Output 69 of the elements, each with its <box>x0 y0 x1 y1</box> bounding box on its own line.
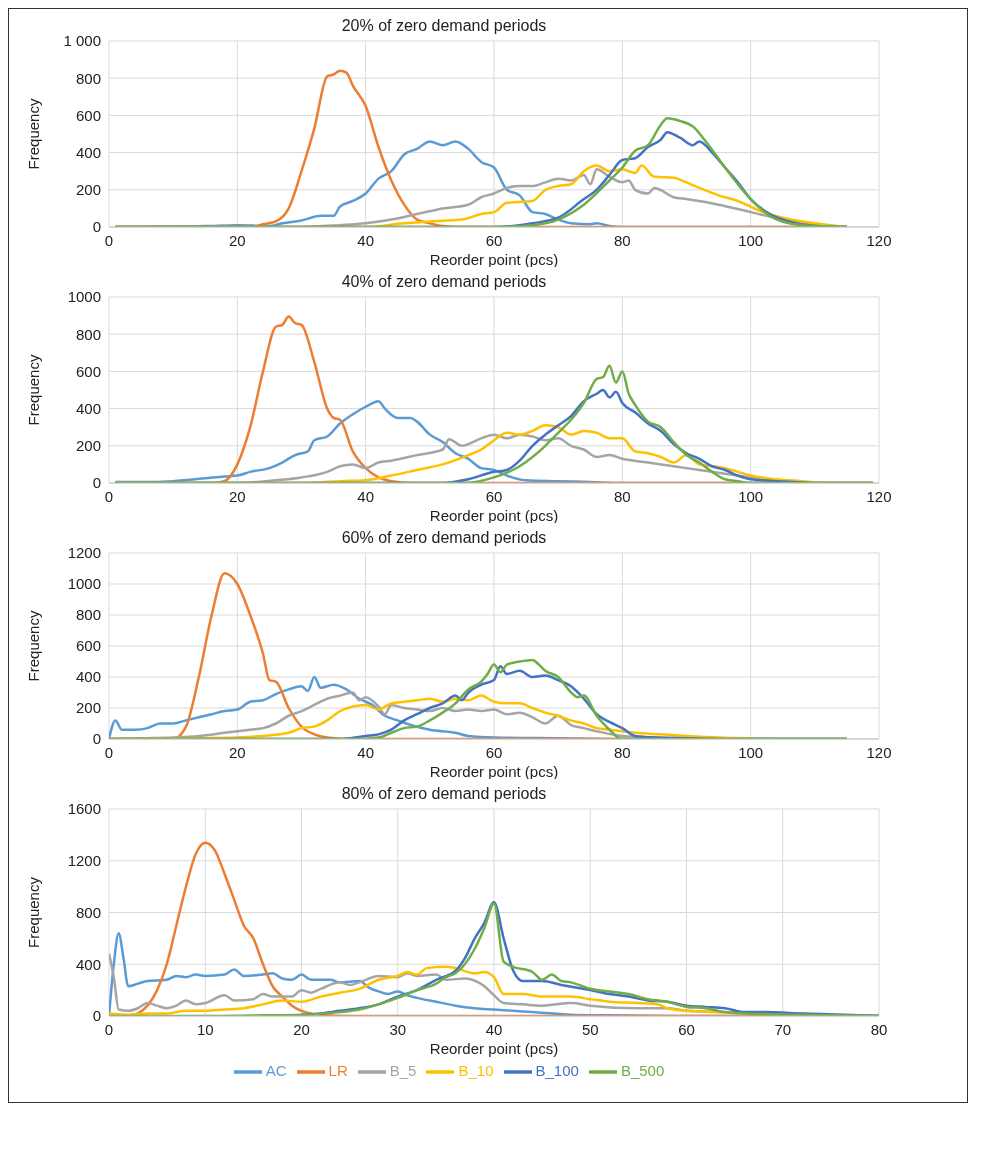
legend-label: B_500 <box>620 1061 665 1079</box>
y-tick-label: 1200 <box>67 852 101 870</box>
y-tick-label: 0 <box>92 218 101 236</box>
x-tick-label: 0 <box>104 487 114 505</box>
x-tick-label: 40 <box>357 487 375 505</box>
y-axis-title: Frequency <box>25 610 43 682</box>
x-tick-label: 40 <box>357 231 375 249</box>
x-tick-label: 100 <box>738 487 764 505</box>
x-tick-label: 80 <box>613 743 631 761</box>
y-tick-label: 200 <box>75 699 101 717</box>
legend-label: LR <box>328 1061 348 1079</box>
y-tick-label: 200 <box>75 437 101 455</box>
y-tick-label: 400 <box>75 143 101 161</box>
x-tick-label: 20 <box>228 231 246 249</box>
legend-label: B_5 <box>389 1061 417 1079</box>
y-tick-label: 600 <box>75 106 101 124</box>
x-tick-label: 20 <box>293 1020 310 1038</box>
y-axis-title: Frequency <box>25 876 43 948</box>
x-tick-label: 0 <box>104 743 114 761</box>
y-tick-label: 400 <box>75 399 101 417</box>
y-tick-label: 800 <box>75 903 101 921</box>
x-tick-label: 120 <box>866 231 892 249</box>
x-tick-label: 60 <box>485 231 503 249</box>
y-tick-label: 1200 <box>67 544 101 562</box>
y-tick-label: 400 <box>75 955 101 973</box>
chart-title: 60% of zero demand periods <box>341 529 547 546</box>
x-tick-label: 0 <box>104 231 114 249</box>
x-tick-label: 60 <box>485 743 503 761</box>
y-tick-label: 1000 <box>67 575 101 593</box>
x-tick-label: 120 <box>866 487 892 505</box>
y-tick-label: 0 <box>92 730 101 748</box>
x-tick-label: 60 <box>678 1020 695 1038</box>
x-tick-label: 120 <box>866 743 892 761</box>
x-tick-label: 100 <box>738 743 764 761</box>
legend-label: AC <box>265 1061 287 1079</box>
y-tick-label: 800 <box>75 325 101 343</box>
y-axis-title: Frequency <box>25 98 43 170</box>
x-axis-title: Reorder point (pcs) <box>429 1040 559 1057</box>
chart-title: 40% of zero demand periods <box>341 273 547 290</box>
x-tick-label: 0 <box>104 1020 114 1038</box>
x-tick-label: 10 <box>196 1020 214 1038</box>
x-tick-label: 100 <box>738 231 764 249</box>
y-tick-label: 1 000 <box>63 32 101 50</box>
y-tick-label: 0 <box>92 474 101 492</box>
chart-title: 80% of zero demand periods <box>341 785 547 802</box>
x-tick-label: 20 <box>228 743 246 761</box>
x-tick-label: 50 <box>581 1020 599 1038</box>
y-tick-label: 0 <box>92 1007 101 1025</box>
x-tick-label: 60 <box>485 487 503 505</box>
x-tick-label: 80 <box>613 487 631 505</box>
x-tick-label: 40 <box>485 1020 503 1038</box>
y-tick-label: 1600 <box>67 800 101 818</box>
legend-label: B_10 <box>458 1061 494 1079</box>
y-tick-label: 400 <box>75 668 101 686</box>
y-tick-label: 800 <box>75 606 101 624</box>
x-tick-label: 20 <box>228 487 246 505</box>
x-tick-label: 80 <box>870 1020 888 1038</box>
chart-title: 20% of zero demand periods <box>341 17 547 34</box>
x-tick-label: 40 <box>357 743 375 761</box>
y-tick-label: 200 <box>75 181 101 199</box>
y-axis-title: Frequency <box>25 354 43 426</box>
x-tick-label: 30 <box>389 1020 407 1038</box>
y-tick-label: 600 <box>75 362 101 380</box>
y-tick-label: 800 <box>75 69 101 87</box>
y-tick-label: 1000 <box>67 288 101 306</box>
x-tick-label: 70 <box>774 1020 792 1038</box>
x-tick-label: 80 <box>613 231 631 249</box>
legend-label: B_100 <box>535 1061 579 1079</box>
y-tick-label: 600 <box>75 637 101 655</box>
